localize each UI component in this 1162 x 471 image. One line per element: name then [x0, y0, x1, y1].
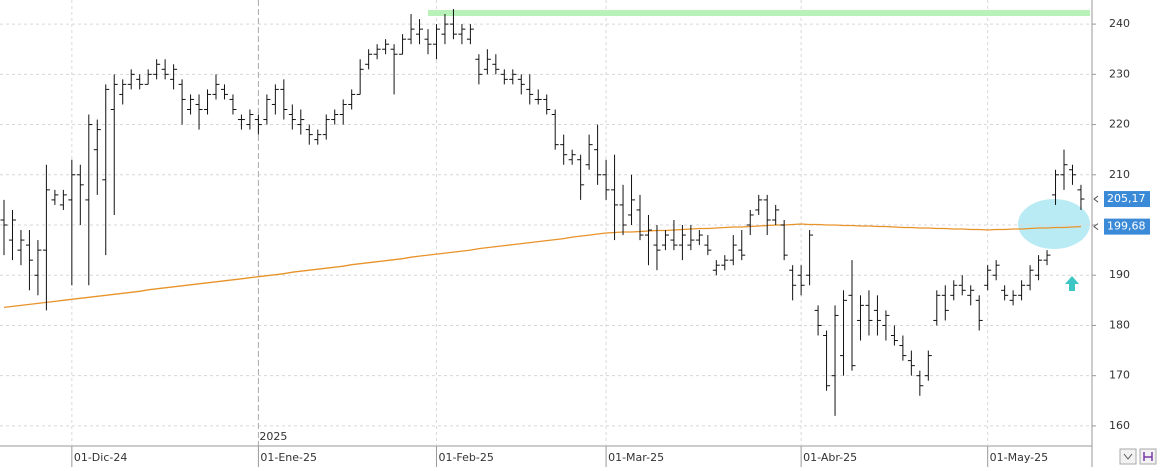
x-tick-label: 01-Ene-25	[260, 451, 317, 464]
price-marker-label: 205,17	[1107, 192, 1146, 205]
price-marker	[1104, 191, 1150, 208]
y-tick-label: 190	[1109, 268, 1130, 281]
price-pointer	[1093, 223, 1099, 231]
up-arrow	[1065, 276, 1079, 291]
price-marker-label: 199,68	[1107, 220, 1146, 233]
x-tick-label: 01-May-25	[990, 451, 1048, 464]
y-tick-label: 180	[1109, 318, 1130, 331]
zoom-button[interactable]	[1119, 448, 1137, 465]
y-tick-label: 210	[1109, 168, 1130, 181]
x-tick-label: 01-Dic-24	[74, 451, 128, 464]
moving-average	[3, 223, 1082, 309]
save-icon	[1143, 452, 1153, 461]
y-tick-label: 220	[1109, 118, 1130, 131]
y-tick-label: 240	[1109, 17, 1130, 30]
x-tick-label: 01-Mar-25	[608, 451, 664, 464]
price-pointer	[1093, 195, 1099, 203]
y-tick-label: 230	[1109, 67, 1130, 80]
year-label: 2025	[259, 430, 287, 443]
zoom-icon	[1123, 453, 1133, 460]
highlight-ellipse	[1018, 199, 1090, 249]
y-tick-label: 160	[1109, 419, 1130, 432]
price-marker	[1104, 218, 1150, 235]
y-tick-label: 170	[1109, 369, 1130, 382]
x-tick-label: 01-Abr-25	[803, 451, 857, 464]
x-tick-label: 01-Feb-25	[438, 451, 493, 464]
